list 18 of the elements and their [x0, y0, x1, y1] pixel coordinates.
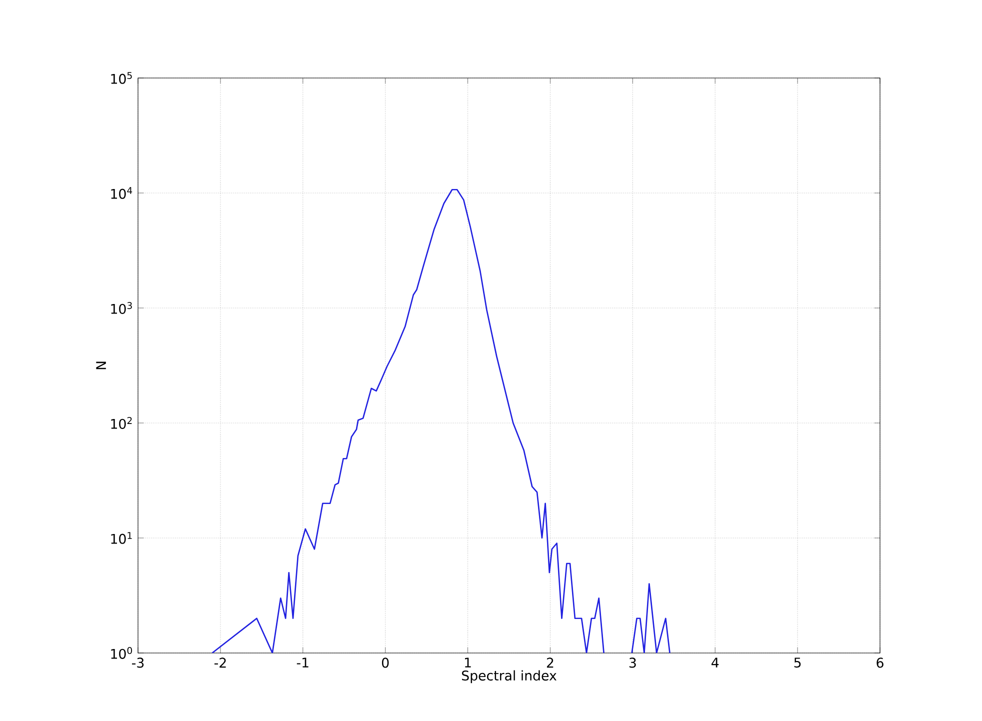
y-tick-label: 10$^{2}$ [111, 417, 132, 429]
y-tick-label: 10$^{3}$ [111, 302, 132, 314]
x-tick-label: 3 [629, 658, 636, 668]
x-tick-label: 6 [876, 658, 884, 668]
x-tick-label: -2 [214, 658, 226, 668]
x-tick-label: 0 [382, 658, 389, 668]
x-tick-label: 2 [546, 658, 554, 668]
x-tick-label: 4 [712, 658, 719, 668]
x-tick-label: -1 [296, 658, 308, 668]
x-tick-label: -3 [132, 658, 144, 668]
y-axis-title: N [96, 362, 106, 370]
y-tick-label: 10$^{4}$ [111, 187, 132, 199]
y-tick-label: 10$^{1}$ [111, 532, 132, 544]
y-tick-label: 10$^{5}$ [111, 72, 132, 84]
x-axis-title: Spectral index [462, 670, 556, 684]
x-tick-label: 5 [794, 658, 801, 668]
x-tick-label: 1 [465, 658, 471, 668]
y-tick-label: 10$^{0}$ [111, 647, 132, 659]
